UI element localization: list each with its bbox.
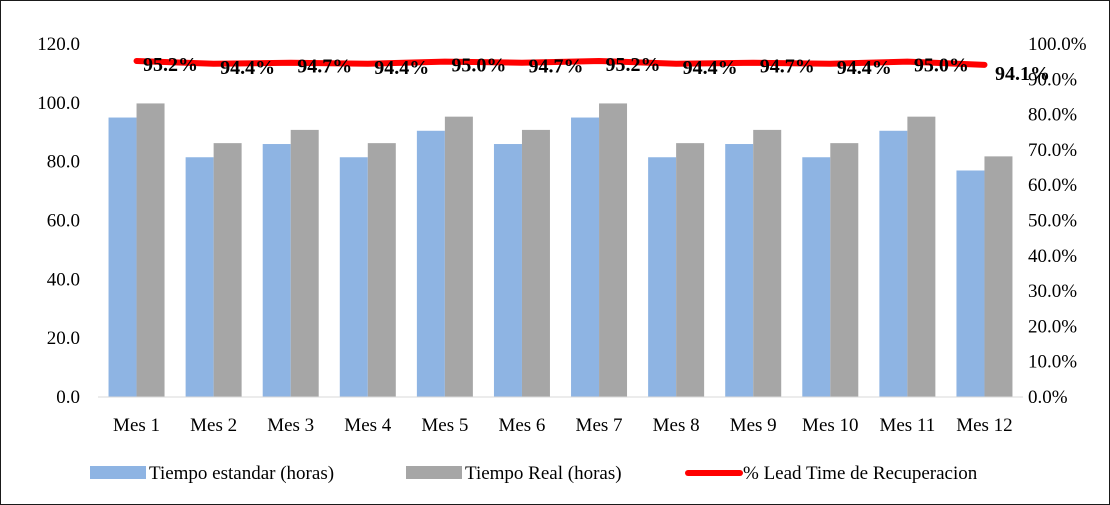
- line-data-label: 95.2%: [143, 54, 198, 76]
- left-tick-label: 0.0: [56, 387, 80, 408]
- bar-estandar-12: [956, 170, 985, 397]
- right-tick-label: 30.0%: [1028, 281, 1077, 302]
- right-tick-label: 10.0%: [1028, 352, 1077, 373]
- x-tick-label: Mes 11: [879, 415, 935, 436]
- bar-estandar-6: [493, 144, 522, 397]
- bar-real-2: [213, 143, 242, 397]
- x-tick-label: Mes 7: [576, 415, 623, 436]
- left-axis: 0.0 20.0 40.0 60.0 80.0 100.0 120.0: [37, 34, 80, 408]
- right-tick-label: 20.0%: [1028, 316, 1077, 337]
- data-labels: 95.2% 94.4% 94.7% 94.4% 95.0% 94.7% 95.2% 94.4%…: [143, 54, 1050, 85]
- right-tick-label: 0.0%: [1028, 387, 1068, 408]
- right-tick-label: 40.0%: [1028, 246, 1077, 267]
- line-data-label: 94.4%: [683, 57, 738, 79]
- right-axis: 0.0% 10.0% 20.0% 30.0% 40.0% 50.0% 60.0% 70.0% 8…: [1028, 34, 1087, 408]
- right-tick-label: 70.0%: [1028, 140, 1077, 161]
- line-data-label: 94.1%: [995, 63, 1050, 85]
- line-data-label: 95.0%: [914, 55, 969, 77]
- x-tick-label: Mes 10: [802, 415, 858, 436]
- x-tick-label: Mes 12: [956, 415, 1012, 436]
- bar-real-8: [676, 143, 705, 397]
- legend-swatch-estandar: [90, 466, 146, 479]
- bar-estandar-8: [648, 157, 677, 397]
- left-tick-label: 120.0: [37, 34, 80, 55]
- left-tick-label: 40.0: [47, 269, 80, 290]
- x-tick-label: Mes 5: [421, 415, 468, 436]
- bar-estandar-9: [725, 144, 754, 397]
- left-tick-label: 60.0: [47, 211, 80, 232]
- bar-real-1: [136, 103, 165, 398]
- line-data-label: 94.7%: [760, 56, 815, 78]
- right-tick-label: 50.0%: [1028, 211, 1077, 232]
- bar-estandar-4: [339, 157, 368, 397]
- bar-estandar-2: [185, 157, 214, 397]
- x-tick-label: Mes 9: [730, 415, 777, 436]
- bar-real-3: [290, 129, 319, 397]
- right-tick-label: 100.0%: [1028, 34, 1087, 55]
- legend-label-real: Tiempo Real (horas): [465, 463, 622, 484]
- legend-swatch-real: [406, 466, 462, 479]
- bar-real-6: [521, 129, 550, 397]
- bar-real-11: [907, 116, 936, 397]
- right-tick-label: 80.0%: [1028, 105, 1077, 126]
- legend-label-estandar: Tiempo estandar (horas): [149, 463, 334, 484]
- right-tick-label: 90.0%: [1028, 69, 1077, 90]
- bar-estandar-10: [802, 157, 831, 397]
- x-tick-label: Mes 1: [113, 415, 160, 436]
- x-tick-label: Mes 2: [190, 415, 237, 436]
- bar-real-7: [599, 103, 628, 398]
- bars-layer: [108, 103, 1013, 398]
- line-data-label: 95.2%: [606, 54, 661, 76]
- bar-real-9: [753, 129, 782, 397]
- bar-estandar-3: [262, 144, 291, 397]
- line-layer: [133, 57, 988, 68]
- line-data-label: 95.0%: [451, 55, 506, 77]
- bar-real-12: [984, 156, 1013, 397]
- left-tick-label: 20.0: [47, 328, 80, 349]
- lead-time-line: [133, 57, 988, 68]
- bar-estandar-1: [108, 117, 137, 398]
- line-data-label: 94.4%: [220, 57, 275, 79]
- x-tick-label: Mes 4: [344, 415, 391, 436]
- bar-estandar-11: [879, 130, 908, 397]
- left-tick-label: 80.0: [47, 152, 80, 173]
- bar-real-10: [830, 143, 859, 397]
- line-data-label: 94.7%: [528, 56, 583, 78]
- bar-estandar-7: [571, 117, 600, 398]
- legend-label-lead-time: % Lead Time de Recuperacion: [743, 463, 978, 484]
- line-data-label: 94.7%: [297, 56, 352, 78]
- x-tick-label: Mes 8: [653, 415, 700, 436]
- line-data-label: 94.4%: [837, 57, 892, 79]
- x-tick-label: Mes 3: [267, 415, 314, 436]
- x-tick-label: Mes 6: [498, 415, 545, 436]
- x-axis: Mes 1 Mes 2 Mes 3 Mes 4 Mes 5 Mes 6 Mes 7 Mes 8…: [98, 396, 1023, 436]
- bar-real-4: [367, 143, 396, 397]
- left-tick-label: 100.0: [37, 93, 80, 114]
- bar-estandar-5: [416, 130, 445, 397]
- bar-real-5: [444, 116, 473, 397]
- line-data-label: 94.4%: [374, 57, 429, 79]
- legend: Tiempo estandar (horas) Tiempo Real (hora…: [90, 463, 978, 484]
- right-tick-label: 60.0%: [1028, 175, 1077, 196]
